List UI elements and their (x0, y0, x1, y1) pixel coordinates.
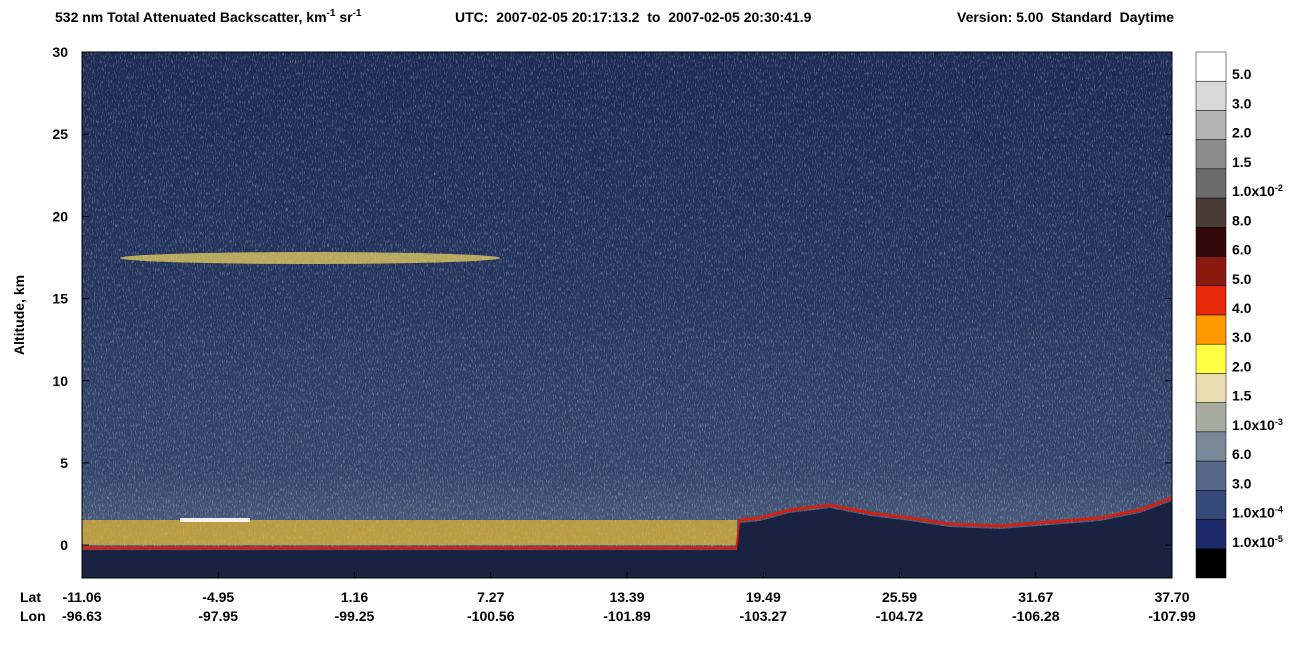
colorbar-swatch (1195, 460, 1227, 491)
colorbar-label-base: 1.0x10 (1232, 417, 1275, 433)
colorbar-label: 1.5 (1232, 154, 1252, 170)
colorbar-label-exp: -3 (1275, 417, 1283, 427)
colorbar-swatch (1195, 197, 1227, 228)
x-tick-label: -4.95 (202, 589, 234, 605)
colorbar-swatch (1195, 402, 1227, 433)
colorbar-label-base: 2.0 (1232, 125, 1252, 141)
colorbar-swatch (1195, 373, 1227, 403)
backscatter-image (82, 52, 1173, 578)
colorbar-label-base: 6.0 (1232, 446, 1252, 462)
x-tick-label: 37.70 (1154, 589, 1189, 605)
colorbar-swatch (1195, 227, 1227, 257)
chart-title: 532 nm Total Attenuated Backscatter, km-… (55, 8, 362, 25)
x-tick-label: -104.72 (876, 608, 924, 624)
y-tick-label: 15 (52, 291, 68, 307)
title-text: 532 nm Total Attenuated Backscatter, km (55, 9, 327, 25)
colorbar-swatch (1195, 80, 1227, 111)
colorbar-label: 2.0 (1232, 358, 1252, 374)
colorbar-label: 3.0 (1232, 95, 1252, 111)
colorbar-label: 1.5 (1232, 388, 1252, 404)
colorbar-label: 6.0 (1232, 446, 1252, 462)
y-tick-label: 5 (60, 455, 68, 471)
x-tick-label: 7.27 (477, 589, 504, 605)
colorbar-label-base: 1.5 (1232, 154, 1252, 170)
title-sup: -1 (327, 8, 336, 19)
colorbar-label: 1.0x10-4 (1232, 505, 1283, 521)
colorbar-label: 5.0 (1232, 271, 1252, 287)
x-tick-label: -11.06 (63, 589, 102, 605)
x-tick-label: -96.63 (62, 608, 102, 624)
colorbar-label-base: 1.0x10 (1232, 183, 1275, 199)
title-version: Version: 5.00 Standard Daytime (957, 9, 1174, 25)
x-tick-label: 13.39 (609, 589, 644, 605)
colorbar-swatch (1195, 548, 1227, 579)
colorbar-label: 3.0 (1232, 475, 1252, 491)
x-row-name: Lon (20, 608, 46, 624)
x-tick-label: -101.89 (603, 608, 651, 624)
x-tick-label: -103.27 (740, 608, 788, 624)
title-time: UTC: 2007-02-05 20:17:13.2 to 2007-02-05… (455, 9, 812, 25)
colorbar-swatch (1195, 343, 1227, 374)
x-tick-label: -106.28 (1012, 608, 1060, 624)
x-tick-label: -107.99 (1148, 608, 1196, 624)
colorbar-swatch (1195, 490, 1227, 520)
colorbar-swatch (1195, 110, 1227, 140)
x-tick-label: -99.25 (335, 608, 375, 624)
colorbar-label-exp: -5 (1275, 534, 1283, 544)
colorbar-swatch (1195, 431, 1227, 462)
colorbar-label: 4.0 (1232, 300, 1252, 316)
colorbar-label-base: 1.0x10 (1232, 505, 1275, 521)
colorbar-label-base: 4.0 (1232, 300, 1252, 316)
colorbar-label-base: 3.0 (1232, 475, 1252, 491)
colorbar-swatch (1195, 168, 1227, 199)
colorbar-swatch (1195, 285, 1227, 316)
title-sup: -1 (353, 8, 362, 19)
colorbar-label: 5.0 (1232, 66, 1252, 82)
colorbar-swatch (1195, 519, 1227, 550)
colorbar-swatch (1195, 51, 1227, 82)
x-tick-label: -97.95 (198, 608, 238, 624)
x-row-name: Lat (20, 589, 41, 605)
colorbar-label: 1.0x10-2 (1232, 183, 1283, 199)
colorbar-label-base: 6.0 (1232, 242, 1252, 258)
colorbar-swatch (1195, 314, 1227, 345)
colorbar-label-base: 5.0 (1232, 271, 1252, 287)
colorbar-label-exp: -4 (1275, 505, 1283, 515)
colorbar-label-base: 1.0x10 (1232, 534, 1275, 550)
y-axis-label: Altitude, km (11, 275, 27, 355)
title-text: sr (335, 9, 353, 25)
colorbar-label: 8.0 (1232, 212, 1252, 228)
colorbar-label: 3.0 (1232, 329, 1252, 345)
colorbar-swatch (1195, 256, 1227, 287)
colorbar-label-base: 3.0 (1232, 329, 1252, 345)
colorbar-label-base: 1.5 (1232, 388, 1252, 404)
x-tick-label: 19.49 (746, 589, 781, 605)
y-tick-label: 10 (52, 373, 68, 389)
colorbar-label: 1.0x10-5 (1232, 534, 1283, 550)
colorbar-label-base: 3.0 (1232, 95, 1252, 111)
y-tick-label: 30 (52, 44, 68, 60)
y-tick-label: 20 (52, 208, 68, 224)
y-tick-label: 0 (60, 537, 68, 553)
colorbar-swatch (1195, 139, 1227, 170)
x-tick-label: 31.67 (1018, 589, 1053, 605)
x-tick-label: 25.59 (882, 589, 917, 605)
x-tick-label: -100.56 (467, 608, 515, 624)
colorbar-label: 2.0 (1232, 125, 1252, 141)
colorbar-label-exp: -2 (1275, 183, 1283, 193)
colorbar-label: 6.0 (1232, 242, 1252, 258)
x-tick-label: 1.16 (341, 589, 368, 605)
colorbar-label-base: 5.0 (1232, 66, 1252, 82)
y-tick-label: 25 (52, 126, 68, 142)
colorbar-label-base: 8.0 (1232, 212, 1252, 228)
colorbar-label: 1.0x10-3 (1232, 417, 1283, 433)
colorbar-label-base: 2.0 (1232, 358, 1252, 374)
